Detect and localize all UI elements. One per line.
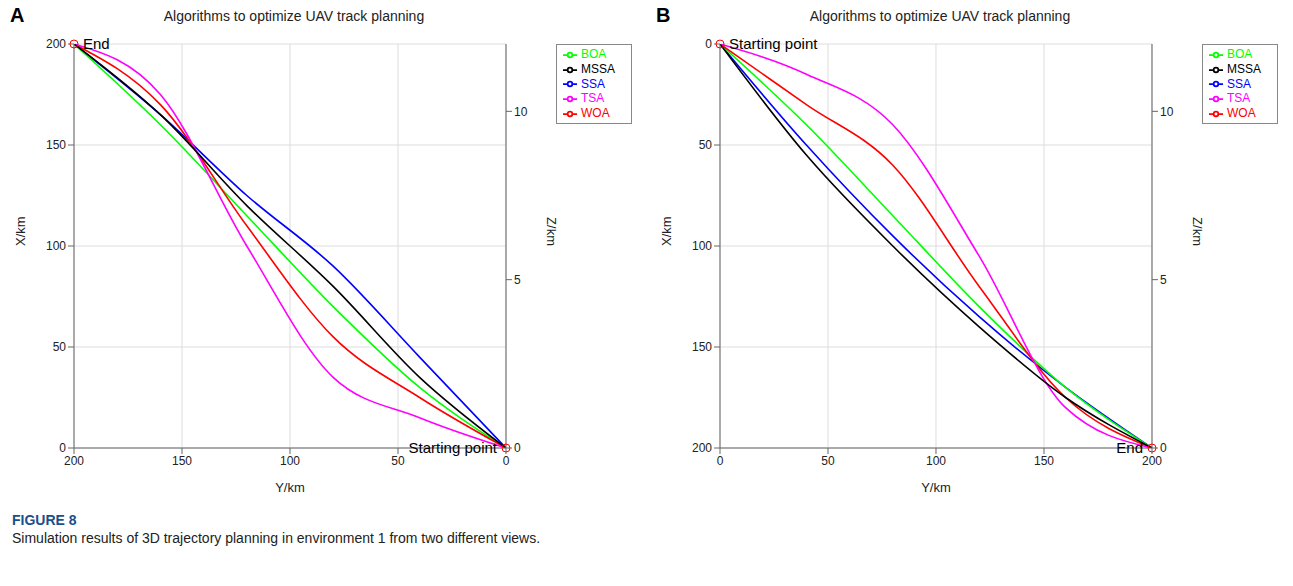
html-text:TSA: TSA [1227,91,1251,106]
svg-text:100: 100 [926,454,946,468]
svg-text:Z/km: Z/km [544,217,559,246]
html-text:TSA: TSA [581,91,605,106]
svg-text:0: 0 [503,454,510,468]
svg-text:150: 150 [46,138,66,152]
svg-text:Y/km: Y/km [921,480,951,495]
html-text:BOA: BOA [581,47,607,61]
svg-text:200: 200 [692,441,712,455]
svg-text:0: 0 [1160,441,1167,455]
svg-text:10: 10 [1160,105,1174,119]
svg-text:End: End [1116,439,1143,456]
svg-text:Y/km: Y/km [275,480,305,495]
html-text:B: B [656,4,671,26]
svg-text:0: 0 [717,454,724,468]
html-text:SSA: SSA [1227,76,1251,91]
html-text:WOA: WOA [1227,106,1256,121]
html-text:Algorithms to optimize UAV tra: Algorithms to optimize UAV track plannin… [809,8,1071,24]
svg-text:100: 100 [692,239,712,253]
svg-text:Z/km: Z/km [1190,217,1205,246]
html-text:FIGURE 8: FIGURE 8 [12,512,77,528]
html-text:SSA: SSA [581,76,605,91]
svg-text:X/km: X/km [659,216,674,246]
svg-text:50: 50 [391,454,405,468]
svg-text:50: 50 [53,340,67,354]
svg-text:200: 200 [1142,454,1162,468]
svg-text:End: End [83,35,110,52]
html-text:WOA: WOA [581,106,610,121]
svg-text:200: 200 [64,454,84,468]
svg-text:50: 50 [821,454,835,468]
svg-text:5: 5 [1160,273,1167,287]
svg-text:200: 200 [46,37,66,51]
svg-text:0: 0 [514,441,521,455]
svg-text:5: 5 [514,273,521,287]
svg-text:50: 50 [699,138,713,152]
svg-text:0: 0 [705,37,712,51]
svg-text:150: 150 [172,454,192,468]
html-text:A: A [10,4,25,26]
svg-text:150: 150 [1034,454,1054,468]
svg-text:X/km: X/km [13,216,28,246]
svg-text:10: 10 [514,105,528,119]
html-text:MSSA: MSSA [581,61,615,76]
svg-text:0: 0 [59,441,66,455]
html-text:BOA: BOA [1227,47,1253,61]
html-text:Algorithms to optimize UAV tra: Algorithms to optimize UAV track plannin… [163,8,425,24]
svg-text:Starting point: Starting point [729,35,818,52]
svg-text:100: 100 [280,454,300,468]
html-text:MSSA: MSSA [1227,61,1261,76]
html-text:Simulation results of 3D traje: Simulation results of 3D trajectory plan… [12,530,541,546]
svg-text:Starting point: Starting point [409,439,498,456]
svg-text:150: 150 [692,340,712,354]
svg-text:100: 100 [46,239,66,253]
